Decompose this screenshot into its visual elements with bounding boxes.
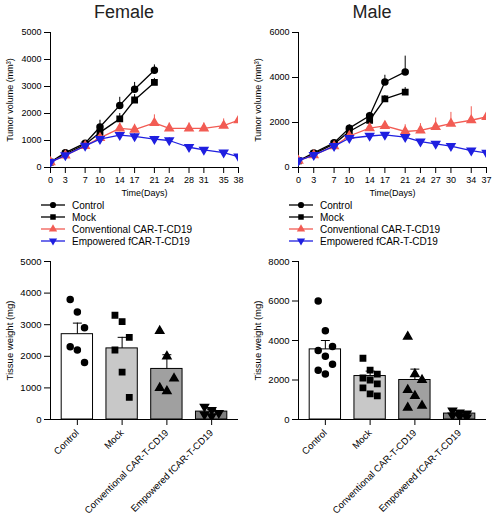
svg-text:Empowered fCAR-T-CD19: Empowered fCAR-T-CD19 (128, 427, 215, 514)
svg-text:2000: 2000 (268, 374, 289, 385)
svg-text:0: 0 (36, 414, 41, 425)
svg-text:35: 35 (219, 175, 229, 185)
svg-text:5000: 5000 (21, 27, 41, 37)
svg-text:Time(Days): Time(Days) (121, 188, 167, 198)
svg-text:7: 7 (83, 175, 88, 185)
svg-text:Tumor volume (mm³): Tumor volume (mm³) (5, 58, 15, 142)
svg-text:0: 0 (296, 175, 301, 185)
svg-text:6000: 6000 (269, 27, 289, 37)
svg-text:0: 0 (284, 162, 289, 172)
html-text:Female: Female (94, 2, 154, 22)
svg-text:0: 0 (36, 162, 41, 172)
svg-text:7: 7 (332, 175, 337, 185)
html-text:Empowered fCAR-T-CD19: Empowered fCAR-T-CD19 (72, 235, 190, 247)
svg-text:1000: 1000 (21, 135, 41, 145)
svg-text:3: 3 (311, 175, 316, 185)
svg-text:Empowered fCAR-T-CD19: Empowered fCAR-T-CD19 (376, 427, 463, 514)
svg-text:0: 0 (284, 414, 289, 425)
svg-text:30: 30 (446, 175, 456, 185)
html-text:Control: Control (320, 199, 353, 211)
svg-text:34: 34 (466, 175, 476, 185)
html-text:Conventional CAR-T-CD19: Conventional CAR-T-CD19 (72, 223, 193, 235)
svg-text:4000: 4000 (20, 287, 41, 298)
svg-text:2000: 2000 (20, 350, 41, 361)
svg-text:17: 17 (380, 175, 390, 185)
svg-text:2000: 2000 (269, 117, 289, 127)
svg-text:Time(Days): Time(Days) (369, 188, 415, 198)
svg-text:5000: 5000 (20, 256, 41, 267)
html-text:Mock: Mock (72, 211, 96, 223)
svg-text:17: 17 (130, 175, 140, 185)
svg-text:14: 14 (365, 175, 375, 185)
svg-text:28: 28 (184, 175, 194, 185)
svg-text:6000: 6000 (268, 295, 289, 306)
svg-text:4000: 4000 (269, 72, 289, 82)
svg-text:Conventional CAR-T-CD19: Conventional CAR-T-CD19 (82, 427, 170, 515)
svg-text:Tissue weight (mg): Tissue weight (mg) (252, 301, 263, 381)
svg-text:21: 21 (149, 175, 159, 185)
html-text:Empowered fCAR-T-CD19: Empowered fCAR-T-CD19 (320, 235, 438, 247)
svg-text:0: 0 (48, 175, 53, 185)
svg-text:3000: 3000 (21, 81, 41, 91)
svg-text:4000: 4000 (268, 335, 289, 346)
svg-text:3: 3 (63, 175, 68, 185)
svg-text:37: 37 (481, 175, 491, 185)
svg-text:8000: 8000 (268, 256, 289, 267)
html-text:Male: Male (352, 2, 392, 22)
svg-text:31: 31 (199, 175, 209, 185)
svg-text:Tissue weight (mg): Tissue weight (mg) (4, 301, 15, 381)
svg-text:10: 10 (95, 175, 105, 185)
svg-text:Conventional CAR-T-CD19: Conventional CAR-T-CD19 (330, 427, 418, 515)
svg-text:27: 27 (431, 175, 441, 185)
html-text:Conventional CAR-T-CD19: Conventional CAR-T-CD19 (320, 223, 441, 235)
svg-text:Control: Control (299, 427, 328, 456)
svg-text:24: 24 (415, 175, 425, 185)
svg-text:4000: 4000 (21, 54, 41, 64)
svg-text:3000: 3000 (20, 319, 41, 330)
svg-text:10: 10 (344, 175, 354, 185)
html-text:Control: Control (72, 199, 105, 211)
svg-text:1000: 1000 (20, 382, 41, 393)
svg-text:21: 21 (400, 175, 410, 185)
svg-text:Mock: Mock (350, 427, 374, 451)
svg-text:2000: 2000 (21, 108, 41, 118)
svg-text:Mock: Mock (102, 427, 126, 451)
svg-text:Control: Control (51, 427, 80, 456)
svg-text:24: 24 (164, 175, 174, 185)
svg-text:Tumor volume (mm³): Tumor volume (mm³) (253, 58, 263, 142)
html-text:Mock: Mock (320, 211, 344, 223)
svg-text:38: 38 (233, 175, 243, 185)
svg-text:14: 14 (115, 175, 125, 185)
